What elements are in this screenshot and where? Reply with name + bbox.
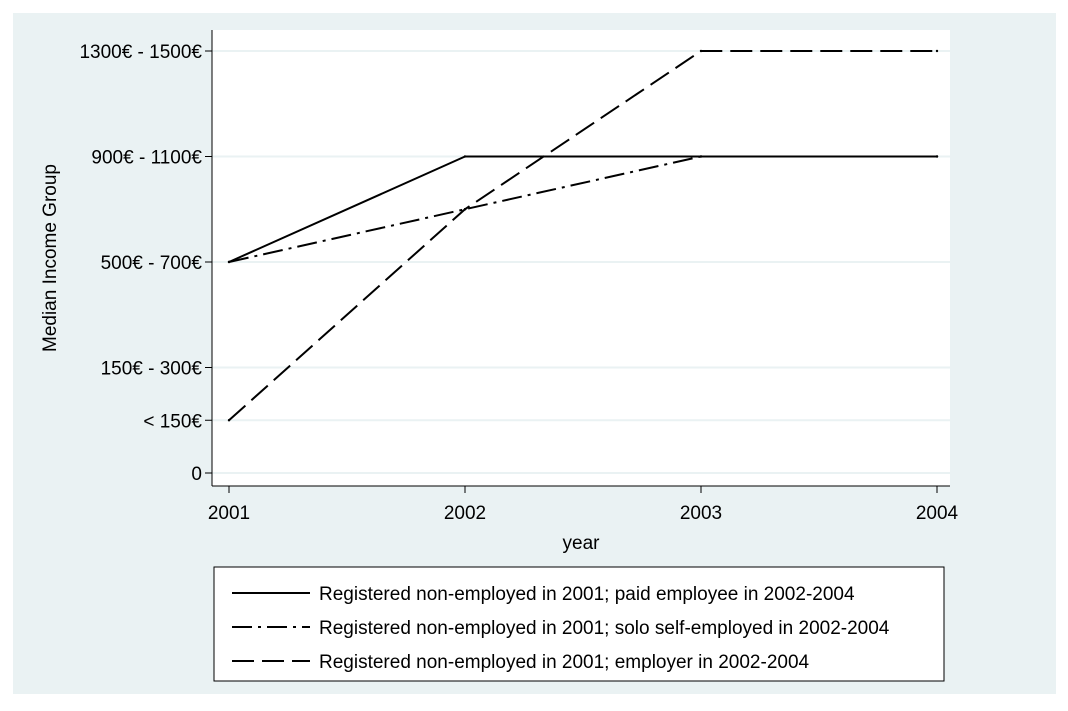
plot-area [212, 30, 950, 486]
y-tick-label: 150€ - 300€ [101, 359, 203, 380]
x-tick-label: 2003 [680, 503, 722, 524]
series-1-point [463, 155, 467, 158]
series-2-point [935, 155, 939, 158]
y-tick-label: 900€ - 1100€ [91, 148, 202, 169]
series-3-point [463, 208, 467, 211]
y-tick-label: < 150€ [143, 411, 202, 432]
legend-entries: Registered non-employed in 2001; paid em… [232, 584, 890, 673]
series-3-point [227, 419, 231, 422]
legend: Registered non-employed in 2001; paid em… [213, 566, 945, 682]
series-3-point [935, 49, 939, 53]
x-axis-ticks: 2001 2002 2003 2004 [208, 486, 959, 524]
y-tick-label: 0 [191, 464, 202, 485]
series-2-point [699, 155, 703, 158]
legend-box [213, 566, 945, 682]
axes [211, 30, 950, 487]
y-axis-ticks: 0 < 150€ 150€ - 300€ 500€ - 700€ 900€ - 1100… [79, 42, 212, 485]
series-line-2 [228, 155, 937, 263]
legend-label-1: Registered non-employed in 2001; paid em… [319, 584, 855, 605]
series-lines [227, 49, 939, 422]
legend-label-2: Registered non-employed in 2001; solo se… [319, 618, 890, 639]
x-tick-label: 2004 [916, 503, 959, 524]
series-3-point [699, 49, 703, 53]
series-line-3 [228, 50, 937, 421]
x-tick-label: 2001 [208, 503, 250, 524]
x-tick-label: 2002 [444, 503, 486, 524]
legend-label-3: Registered non-employed in 2001; employe… [319, 652, 810, 673]
y-tick-label: 1300€ - 1500€ [79, 42, 202, 63]
y-axis-label: Median Income Group [40, 164, 61, 352]
series-2-point [227, 260, 231, 264]
y-tick-label: 500€ - 700€ [101, 253, 203, 274]
x-axis-label: year [563, 533, 601, 554]
